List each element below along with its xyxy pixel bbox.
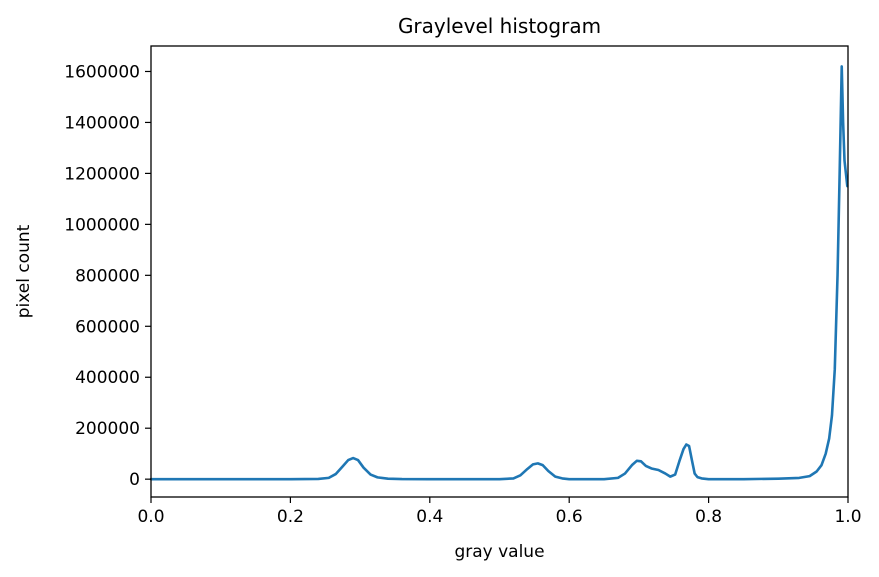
x-tick-label: 0.0 xyxy=(137,507,164,527)
y-tick-label: 1600000 xyxy=(64,62,140,82)
x-tick-label: 0.4 xyxy=(416,507,443,527)
x-tick-label: 0.8 xyxy=(695,507,722,527)
data-layer xyxy=(149,65,849,481)
y-tick-label: 1200000 xyxy=(64,164,140,184)
y-tick-label: 800000 xyxy=(75,266,140,286)
x-tick-label: 0.2 xyxy=(277,507,304,527)
y-tick-label: 400000 xyxy=(75,368,140,388)
x-tick-label: 1.0 xyxy=(834,507,861,527)
y-tick-label: 600000 xyxy=(75,317,140,337)
chart-title: Graylevel histogram xyxy=(398,14,601,38)
y-tick-label: 1400000 xyxy=(64,113,140,133)
y-axis-ticks: 0 200000 400000 600000 800000 1000000 1200000 1… xyxy=(64,62,151,490)
plot-background xyxy=(151,46,848,497)
y-tick-label: 200000 xyxy=(75,419,140,439)
y-axis-label: pixel count xyxy=(14,224,34,318)
x-axis-ticks: 0.0 0.2 0.4 0.6 0.8 1.0 xyxy=(137,497,862,527)
histogram-line xyxy=(149,65,849,481)
plot-frame xyxy=(150,45,849,498)
x-tick-label: 0.6 xyxy=(556,507,583,527)
x-axis-label: gray value xyxy=(454,542,544,562)
y-tick-label: 1000000 xyxy=(64,215,140,235)
y-tick-label: 0 xyxy=(129,470,140,490)
